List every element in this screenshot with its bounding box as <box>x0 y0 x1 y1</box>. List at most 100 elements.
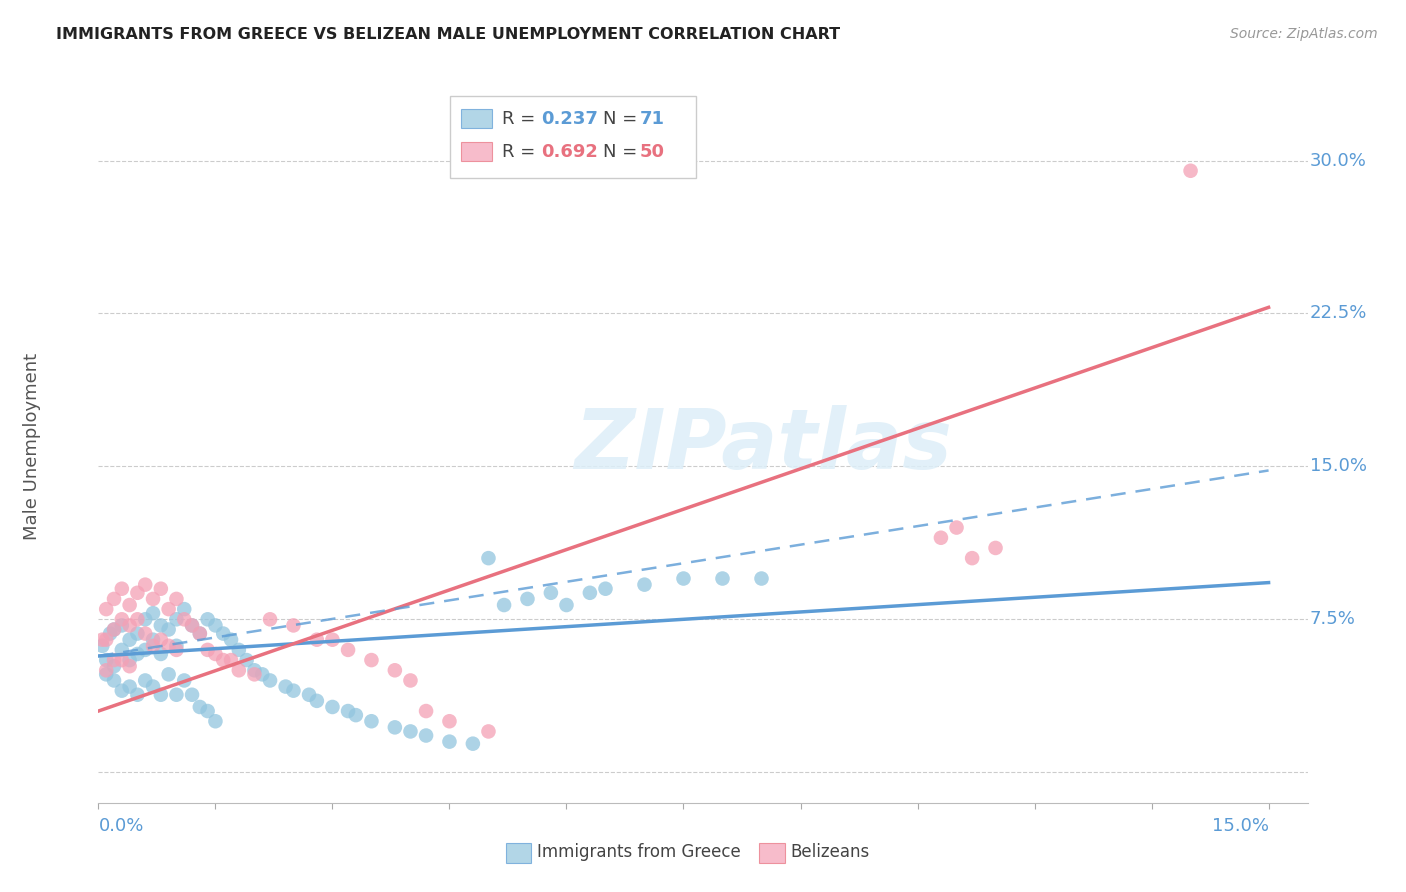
Point <box>540 586 562 600</box>
Point <box>157 623 180 637</box>
Point <box>157 602 180 616</box>
Text: 71: 71 <box>640 110 665 128</box>
Point <box>494 598 516 612</box>
Point <box>197 643 219 657</box>
Point <box>384 720 406 734</box>
Point <box>127 688 149 702</box>
Point <box>243 663 266 677</box>
Point <box>165 639 187 653</box>
Text: R =: R = <box>502 143 541 161</box>
Point <box>149 632 172 647</box>
Point <box>477 551 499 566</box>
Point <box>103 623 125 637</box>
Point <box>252 667 274 681</box>
Point <box>157 639 180 653</box>
Point <box>134 643 156 657</box>
Point <box>360 653 382 667</box>
Point <box>118 659 141 673</box>
Text: 15.0%: 15.0% <box>1212 817 1268 835</box>
Point <box>127 647 149 661</box>
Point <box>188 626 211 640</box>
Point <box>103 653 125 667</box>
Point <box>960 551 983 566</box>
Point <box>228 643 250 657</box>
Point <box>439 734 461 748</box>
Text: Belizeans: Belizeans <box>790 843 869 861</box>
Point <box>188 700 211 714</box>
Text: 0.237: 0.237 <box>541 110 598 128</box>
Point <box>118 598 141 612</box>
Point <box>142 632 165 647</box>
Point <box>111 612 134 626</box>
Point <box>399 724 422 739</box>
Text: 15.0%: 15.0% <box>1310 458 1367 475</box>
Point <box>134 626 156 640</box>
Point <box>111 683 134 698</box>
Point <box>384 663 406 677</box>
Text: 0.0%: 0.0% <box>98 817 143 835</box>
Point <box>461 737 484 751</box>
Point <box>711 572 734 586</box>
Point <box>204 647 226 661</box>
Point <box>181 688 204 702</box>
Text: 50: 50 <box>640 143 665 161</box>
Point <box>111 653 134 667</box>
Text: IMMIGRANTS FROM GREECE VS BELIZEAN MALE UNEMPLOYMENT CORRELATION CHART: IMMIGRANTS FROM GREECE VS BELIZEAN MALE … <box>56 27 841 42</box>
Text: Source: ZipAtlas.com: Source: ZipAtlas.com <box>1230 27 1378 41</box>
Point <box>103 673 125 688</box>
Point <box>945 520 967 534</box>
Text: 7.5%: 7.5% <box>1310 610 1355 628</box>
Point <box>165 643 187 657</box>
Point <box>96 663 118 677</box>
Text: 22.5%: 22.5% <box>1310 304 1368 323</box>
Point <box>134 577 156 591</box>
Point <box>595 582 617 596</box>
Text: R =: R = <box>502 110 541 128</box>
Point <box>96 667 118 681</box>
Point <box>127 586 149 600</box>
Point <box>149 688 172 702</box>
Point <box>219 632 242 647</box>
Text: N =: N = <box>603 110 643 128</box>
Point <box>344 708 367 723</box>
Point <box>555 598 578 612</box>
Point <box>305 632 328 647</box>
Point <box>235 653 257 667</box>
Point <box>219 653 242 667</box>
Point <box>633 577 655 591</box>
Point <box>134 673 156 688</box>
Point <box>111 643 134 657</box>
Point <box>415 729 437 743</box>
Point <box>173 673 195 688</box>
Point <box>204 618 226 632</box>
Point <box>579 586 602 600</box>
Point <box>415 704 437 718</box>
Point <box>1180 163 1202 178</box>
Point <box>929 531 952 545</box>
Point <box>142 639 165 653</box>
Point <box>360 714 382 729</box>
Point <box>96 632 118 647</box>
Point <box>149 618 172 632</box>
Point <box>181 618 204 632</box>
Point <box>751 572 773 586</box>
Point <box>142 680 165 694</box>
Point <box>337 704 360 718</box>
Point <box>477 724 499 739</box>
Point <box>283 683 305 698</box>
Point <box>259 612 281 626</box>
Point <box>96 602 118 616</box>
Point <box>165 612 187 626</box>
Text: N =: N = <box>603 143 643 161</box>
Text: 0.692: 0.692 <box>541 143 598 161</box>
Point <box>118 680 141 694</box>
Point <box>984 541 1007 555</box>
Point <box>111 582 134 596</box>
Text: Immigrants from Greece: Immigrants from Greece <box>537 843 741 861</box>
Point <box>134 612 156 626</box>
Point <box>298 688 321 702</box>
Text: ZIPatlas: ZIPatlas <box>575 406 952 486</box>
Point <box>127 612 149 626</box>
Point <box>103 591 125 606</box>
Point <box>165 688 187 702</box>
